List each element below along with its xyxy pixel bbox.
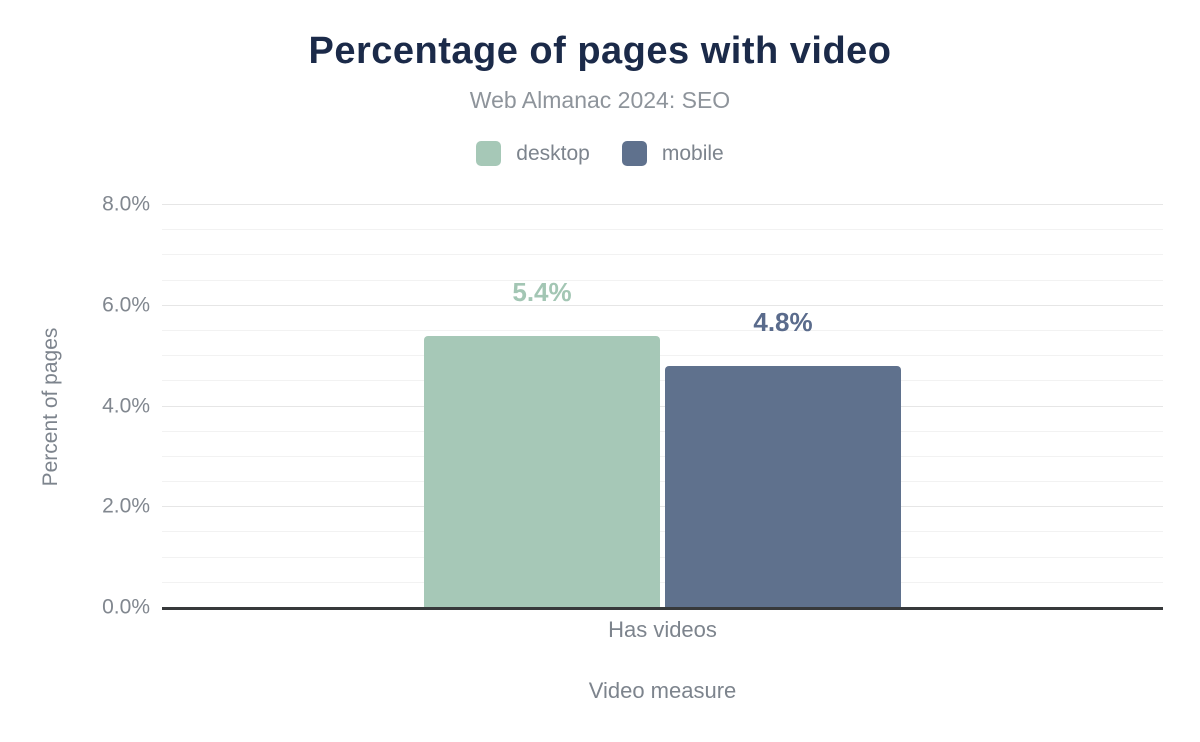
legend: desktop mobile (0, 141, 1200, 166)
minor-gridline (162, 254, 1163, 256)
legend-swatch-mobile (621, 141, 647, 166)
data-label-desktop: 5.4% (512, 276, 572, 307)
legend-item-desktop[interactable]: desktop (476, 141, 590, 166)
minor-gridline (162, 380, 1163, 382)
minor-gridline (162, 455, 1163, 457)
x-tick-label: Has videos (608, 617, 717, 642)
chart-title: Percentage of pages with video (308, 30, 892, 72)
minor-gridline (162, 481, 1163, 483)
bar-desktop[interactable] (424, 335, 660, 608)
y-tick-label: 0.0% (102, 595, 150, 619)
minor-gridline (162, 355, 1163, 357)
major-gridline (162, 506, 1163, 508)
minor-gridline (162, 279, 1163, 281)
y-tick-label: 2.0% (102, 494, 150, 518)
minor-gridline (162, 531, 1163, 533)
plot-area: 5.4% 4.8% (162, 204, 1163, 610)
minor-gridline (162, 581, 1163, 583)
x-axis-title: Video measure (588, 678, 737, 703)
legend-item-mobile[interactable]: mobile (621, 141, 724, 166)
y-tick-label: 6.0% (102, 293, 150, 317)
legend-label: mobile (661, 141, 724, 165)
minor-gridline (162, 229, 1163, 231)
chart-subtitle: Web Almanac 2024: SEO (469, 87, 731, 113)
minor-gridline (162, 329, 1163, 331)
minor-gridline (162, 556, 1163, 558)
major-gridline (162, 204, 1163, 205)
data-label-mobile: 4.8% (753, 307, 813, 338)
legend-label: desktop (516, 141, 590, 165)
major-gridline (162, 405, 1163, 407)
y-tick-label: 8.0% (102, 192, 150, 216)
legend-swatch-desktop (476, 141, 502, 166)
x-axis-line (162, 607, 1163, 610)
bar-mobile[interactable] (665, 366, 901, 608)
major-gridline (162, 304, 1163, 306)
minor-gridline (162, 430, 1163, 432)
y-tick-label: 4.0% (102, 394, 150, 418)
